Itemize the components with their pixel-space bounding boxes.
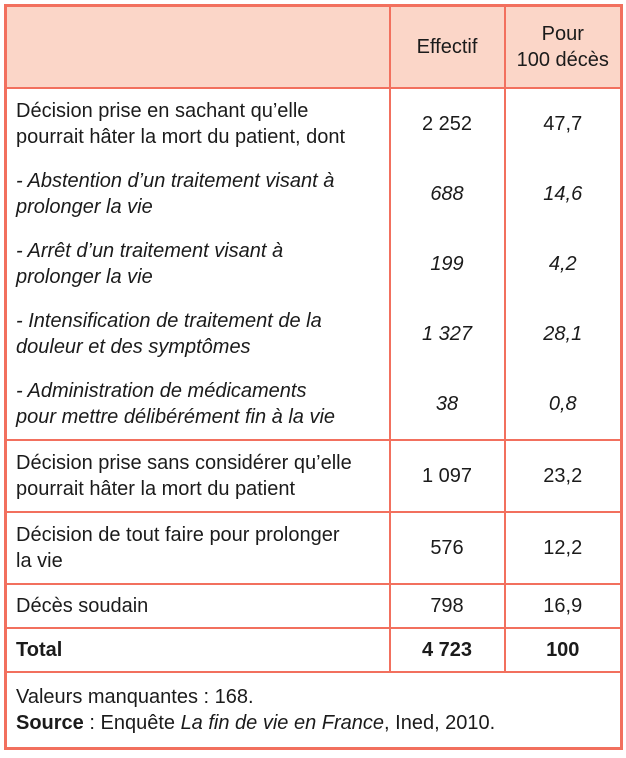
pour100-cell: 28,1 [503,299,623,369]
effectif-cell: 2 252 [388,87,506,159]
pour100-cell: 12,2 [503,511,623,585]
end-of-life-decisions-table: Effectif Pour 100 décès Décision prise e… [4,4,623,750]
header-pour-100-deces: Pour 100 décès [503,4,623,89]
table-row-decision-sachant: Décision prise en sachant qu’elle pourra… [4,87,623,159]
row-label-line: - Abstention d’un traitement visant à [16,170,335,192]
row-label-line: prolonger la vie [16,266,153,288]
row-label: Décision prise en sachant qu’elle pourra… [4,87,391,159]
row-label: - Administration de médicaments pour met… [4,369,391,441]
effectif-cell: 38 [388,369,506,441]
row-label: Décision de tout faire pour prolonger la… [4,511,391,585]
header-effectif: Effectif [388,4,506,89]
effectif-cell: 1 097 [388,439,506,513]
row-label-line: Décision de tout faire pour prolonger [16,524,340,546]
row-label: - Abstention d’un traitement visant à pr… [4,159,391,229]
table-row-arret: - Arrêt d’un traitement visant à prolong… [4,229,623,299]
pour100-cell: 100 [503,627,623,673]
header-pour-line1: Pour [541,23,584,45]
table-row-decision-sans-considerer: Décision prise sans considérer qu’elle p… [4,439,623,513]
row-label-line: pourrait hâter la mort du patient, dont [16,126,346,148]
row-label-line: Décision prise sans considérer qu’elle [16,452,352,474]
row-label: Décision prise sans considérer qu’elle p… [4,439,391,513]
row-label-line: douleur et des symptômes [16,336,251,358]
effectif-cell: 688 [388,159,506,229]
header-empty-cell [4,4,391,89]
pour100-cell: 0,8 [503,369,623,441]
row-label-line: Total [16,639,63,661]
pour100-cell: 47,7 [503,87,623,159]
source-label: Source [16,712,84,734]
source-note: Source : Enquête La fin de vie en France… [16,710,612,736]
table-row-intensification: - Intensification de traitement de la do… [4,299,623,369]
table-row-administration: - Administration de médicaments pour met… [4,369,623,441]
row-label-line: - Intensification de traitement de la [16,310,322,332]
missing-values-note: Valeurs manquantes : 168. [16,686,254,708]
table-row-abstention: - Abstention d’un traitement visant à pr… [4,159,623,229]
effectif-cell: 576 [388,511,506,585]
row-label-line: - Administration de médicaments [16,380,307,402]
effectif-cell: 4 723 [388,627,506,673]
pour100-cell: 4,2 [503,229,623,299]
pour100-cell: 23,2 [503,439,623,513]
table-row-total: Total 4 723 100 [4,627,623,673]
header-row: Effectif Pour 100 décès [4,4,623,89]
row-label-line: Décision prise en sachant qu’elle [16,100,309,122]
effectif-cell: 798 [388,583,506,629]
pour100-cell: 16,9 [503,583,623,629]
effectif-cell: 199 [388,229,506,299]
row-label-line: Décès soudain [16,595,149,617]
table-notes-row: Valeurs manquantes : 168. Source : Enquê… [4,671,623,750]
source-end: , Ined, 2010. [384,712,496,734]
row-label-line: pour mettre délibérément fin à la vie [16,406,336,428]
source-survey-title: La fin de vie en France [180,712,385,734]
row-label: - Intensification de traitement de la do… [4,299,391,369]
row-label-line: la vie [16,550,63,572]
notes-cell: Valeurs manquantes : 168. Source : Enquê… [4,671,623,750]
row-label: Décès soudain [4,583,391,629]
header-pour-line2: 100 décès [516,49,609,71]
table-row-deces-soudain: Décès soudain 798 16,9 [4,583,623,629]
table-row-tout-faire: Décision de tout faire pour prolonger la… [4,511,623,585]
row-label-line: prolonger la vie [16,196,153,218]
row-label: - Arrêt d’un traitement visant à prolong… [4,229,391,299]
row-label-line: pourrait hâter la mort du patient [16,478,296,500]
pour100-cell: 14,6 [503,159,623,229]
header-effectif-label: Effectif [416,36,478,58]
row-label-line: - Arrêt d’un traitement visant à [16,240,284,262]
effectif-cell: 1 327 [388,299,506,369]
row-label: Total [4,627,391,673]
source-mid: : Enquête [83,712,181,734]
